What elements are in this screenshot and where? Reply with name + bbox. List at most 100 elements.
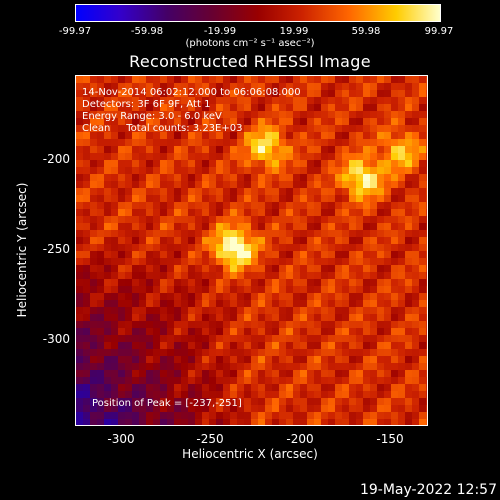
heatmap-cell	[398, 356, 406, 364]
heatmap-cell	[223, 132, 231, 140]
heatmap-cell	[307, 188, 315, 196]
heatmap-cell	[90, 139, 98, 147]
heatmap-cell	[342, 307, 350, 315]
heatmap-cell	[153, 335, 161, 343]
heatmap-cell	[405, 370, 413, 378]
heatmap-cell	[300, 419, 308, 425]
heatmap-cell	[188, 328, 196, 336]
heatmap-cell	[167, 419, 175, 425]
heatmap-cell	[237, 286, 245, 294]
heatmap-cell	[174, 370, 182, 378]
heatmap-cell	[272, 216, 280, 224]
heatmap-cell	[104, 363, 112, 371]
heatmap-cell	[405, 335, 413, 343]
heatmap-cell	[384, 335, 392, 343]
heatmap-cell	[174, 258, 182, 266]
heatmap-cell	[258, 370, 266, 378]
heatmap-cell	[244, 335, 252, 343]
heatmap-cell	[146, 97, 154, 105]
heatmap-cell	[391, 195, 399, 203]
heatmap-cell	[139, 188, 147, 196]
heatmap-cell	[335, 139, 343, 147]
heatmap-cell	[153, 160, 161, 168]
heatmap-cell	[258, 125, 266, 133]
heatmap-cell	[181, 293, 189, 301]
heatmap-cell	[97, 300, 105, 308]
heatmap-cell	[230, 265, 238, 273]
heatmap-cell	[321, 356, 329, 364]
heatmap-cell	[223, 230, 231, 238]
heatmap-cell	[426, 76, 427, 84]
heatmap-cell	[307, 90, 315, 98]
heatmap-cell	[398, 230, 406, 238]
heatmap-cell	[412, 377, 420, 385]
heatmap-cell	[419, 188, 427, 196]
heatmap-cell	[363, 258, 371, 266]
heatmap-cell	[111, 300, 119, 308]
heatmap-cell	[335, 160, 343, 168]
heatmap-cell	[188, 342, 196, 350]
heatmap-cell	[321, 104, 329, 112]
heatmap-cell	[146, 174, 154, 182]
heatmap-cell	[230, 258, 238, 266]
heatmap-cell	[363, 167, 371, 175]
heatmap-cell	[174, 195, 182, 203]
heatmap-cell	[174, 125, 182, 133]
heatmap-cell	[314, 286, 322, 294]
heatmap-cell	[237, 300, 245, 308]
heatmap-cell	[279, 335, 287, 343]
heatmap-cell	[412, 391, 420, 399]
heatmap-cell	[342, 237, 350, 245]
heatmap-cell	[153, 139, 161, 147]
heatmap-cell	[377, 391, 385, 399]
heatmap-cell	[272, 405, 280, 413]
heatmap-cell	[426, 286, 427, 294]
heatmap-cell	[342, 125, 350, 133]
heatmap-cell	[342, 83, 350, 91]
heatmap-cell	[167, 272, 175, 280]
heatmap-cell	[419, 405, 427, 413]
rhessi-image	[75, 75, 428, 426]
heatmap-cell	[139, 209, 147, 217]
heatmap-cell	[125, 384, 133, 392]
heatmap-cell	[132, 258, 140, 266]
heatmap-cell	[132, 314, 140, 322]
heatmap-cell	[76, 181, 84, 189]
heatmap-cell	[125, 111, 133, 119]
heatmap-cell	[97, 118, 105, 126]
heatmap-cell	[160, 111, 168, 119]
heatmap-cell	[139, 405, 147, 413]
heatmap-cell	[216, 132, 224, 140]
heatmap-cell	[405, 412, 413, 420]
heatmap-cell	[153, 167, 161, 175]
heatmap-cell	[363, 118, 371, 126]
heatmap-cell	[335, 181, 343, 189]
heatmap-cell	[167, 146, 175, 154]
heatmap-cell	[349, 174, 357, 182]
heatmap-cell	[104, 412, 112, 420]
heatmap-cell	[139, 412, 147, 420]
heatmap-cell	[265, 293, 273, 301]
heatmap-cell	[111, 405, 119, 413]
heatmap-cell	[160, 153, 168, 161]
heatmap-cell	[405, 244, 413, 252]
heatmap-cell	[251, 160, 259, 168]
heatmap-cell	[321, 90, 329, 98]
heatmap-cell	[412, 356, 420, 364]
heatmap-cell	[104, 174, 112, 182]
heatmap-cell	[97, 272, 105, 280]
heatmap-cell	[111, 139, 119, 147]
heatmap-cell	[132, 146, 140, 154]
heatmap-cell	[258, 377, 266, 385]
heatmap-cell	[384, 412, 392, 420]
heatmap-cell	[188, 307, 196, 315]
heatmap-cell	[90, 342, 98, 350]
heatmap-cell	[125, 118, 133, 126]
heatmap-cell	[307, 279, 315, 287]
heatmap-cell	[251, 328, 259, 336]
heatmap-cell	[111, 419, 119, 425]
heatmap-cell	[244, 132, 252, 140]
heatmap-cell	[216, 223, 224, 231]
heatmap-cell	[181, 251, 189, 259]
heatmap-cell	[258, 216, 266, 224]
